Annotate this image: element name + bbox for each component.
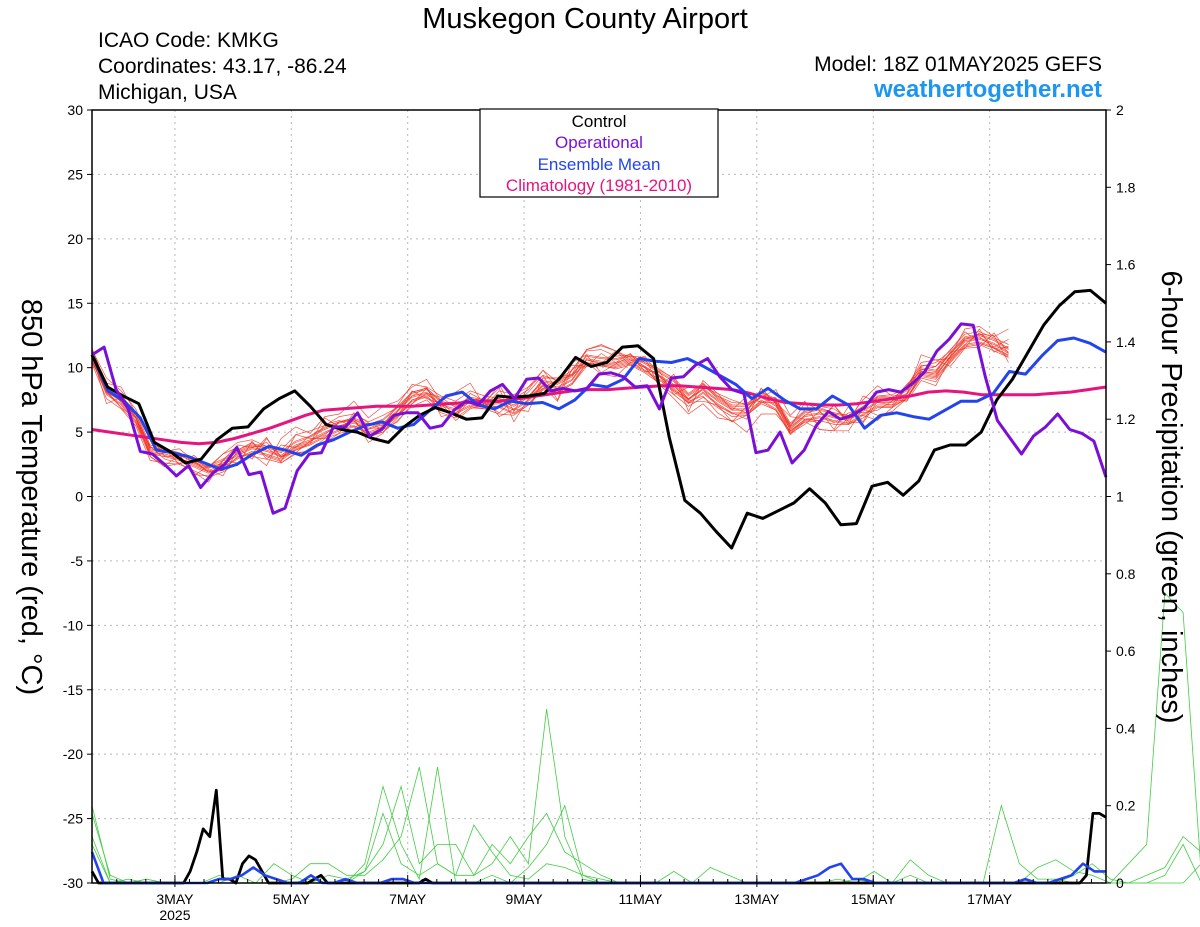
x-tick-label: 13MAY	[734, 891, 780, 907]
y-tick-label: -10	[63, 617, 83, 633]
y2-tick-label: 0.2	[1116, 798, 1136, 814]
y2-tick-label: 2	[1116, 102, 1124, 118]
member-precipitation-lines	[91, 592, 1200, 884]
y2-tick-label: 1	[1116, 489, 1124, 505]
icao-code: ICAO Code: KMKG	[98, 29, 279, 52]
legend: Control Operational Ensemble Mean Climat…	[479, 108, 719, 198]
x-axis-ticks: 3MAY 5MAY 7MAY 9MAY 11MAY 13MAY 15MAY 17MAY 2025	[116, 875, 1107, 923]
region: Michigan, USA	[98, 81, 237, 104]
y2-tick-label: 1.4	[1116, 334, 1136, 350]
y-tick-label: -5	[71, 553, 84, 569]
y-axis-ticks: 30 25 20 15 10 5 0 -5 -10 -15 -20 -25 -30	[63, 102, 92, 891]
plot-frame	[91, 109, 1107, 884]
y-tick-label: 25	[67, 166, 83, 182]
y2-tick-label: 1.2	[1116, 411, 1136, 427]
legend-operational: Operational	[555, 133, 643, 152]
x-tick-label: 9MAY	[506, 891, 544, 907]
y-tick-label: 20	[67, 231, 83, 247]
y-tick-label: -25	[63, 811, 83, 827]
legend-box	[479, 108, 719, 198]
legend-climatology: Climatology (1981-2010)	[506, 176, 692, 195]
x-tick-label: 5MAY	[273, 891, 311, 907]
legend-ensemble-mean: Ensemble Mean	[538, 155, 661, 174]
y-tick-label: -30	[63, 875, 83, 891]
x-tick-label: 15MAY	[851, 891, 897, 907]
legend-control: Control	[572, 112, 627, 131]
y2-tick-label: 1.8	[1116, 179, 1136, 195]
gridlines	[92, 110, 1106, 883]
y-tick-label: -20	[63, 746, 83, 762]
y2-tick-label: 0	[1116, 875, 1124, 891]
x-tick-label: 17MAY	[967, 891, 1013, 907]
main-series-lines	[90, 288, 1108, 885]
model-run: Model: 18Z 01MAY2025 GEFS	[814, 53, 1102, 76]
member-temp-line	[91, 333, 1009, 466]
y-tick-label: 0	[75, 489, 83, 505]
control-precip-line	[90, 788, 1107, 885]
y2-tick-label: 0.6	[1116, 643, 1136, 659]
coordinates: Coordinates: 43.17, -86.24	[98, 55, 347, 78]
member-precip-line	[91, 592, 1200, 884]
operational-line	[91, 322, 1108, 515]
member-temp-line	[91, 331, 1009, 469]
y2-tick-label: 0.8	[1116, 566, 1136, 582]
y2-axis-ticks: 2 1.8 1.6 1.4 1.2 1 0.8 0.6 0.4 0.2 0	[1106, 102, 1136, 891]
y-axis-label: 850 hPa Temperature (red, °C)	[15, 299, 47, 695]
control-line	[90, 288, 1107, 550]
y-tick-label: -15	[63, 682, 83, 698]
x-year-label: 2025	[159, 907, 190, 923]
chart-title: Muskegon County Airport	[422, 3, 748, 35]
climatology-line	[91, 384, 1107, 446]
y2-tick-label: 0.4	[1116, 720, 1136, 736]
y-tick-label: 10	[67, 360, 83, 376]
y2-axis-label: 6-hour Precipitation (green, inches)	[1155, 271, 1187, 724]
y-tick-label: 15	[67, 295, 83, 311]
member-temp-line	[91, 331, 1009, 473]
x-tick-label: 11MAY	[619, 891, 663, 907]
member-precip-line	[91, 709, 1200, 884]
x-tick-label: 3MAY	[156, 891, 194, 907]
y-tick-label: 30	[67, 102, 83, 118]
site-link[interactable]: weathertogether.net	[873, 76, 1102, 103]
ensemble-mean-line	[90, 336, 1107, 471]
y-tick-label: 5	[75, 424, 83, 440]
x-tick-label: 7MAY	[389, 891, 427, 907]
y2-tick-label: 1.6	[1116, 257, 1136, 273]
